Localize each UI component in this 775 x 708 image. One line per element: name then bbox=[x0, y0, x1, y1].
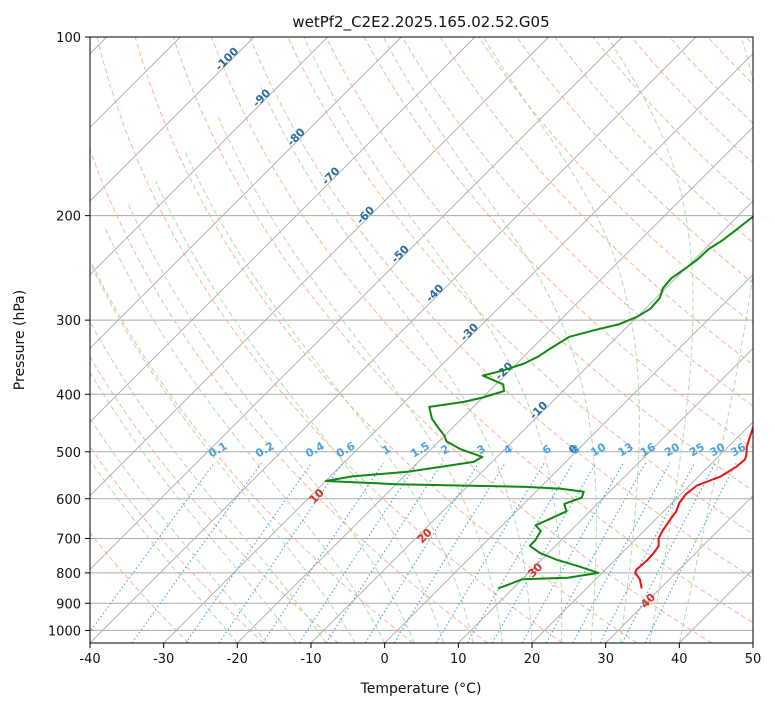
dry-adiabat-line bbox=[90, 531, 190, 643]
plot-frame bbox=[89, 36, 754, 644]
dry-adiabat-line bbox=[439, 37, 753, 366]
mixing-ratio-line bbox=[521, 462, 624, 643]
x-tick-label: 50 bbox=[745, 652, 762, 667]
isotherm-line bbox=[237, 126, 753, 643]
mixing-ratio-line bbox=[325, 462, 443, 643]
moist-adiabat-line bbox=[216, 114, 503, 643]
mixing-ratio-line bbox=[572, 462, 671, 643]
isotherm-line bbox=[90, 37, 402, 349]
y-tick-label: 700 bbox=[56, 533, 81, 548]
plot-area: -100 -90 -80 -70 -60 -50 -40 -30 -20 -10… bbox=[90, 37, 753, 643]
moist-adiabat-line bbox=[90, 261, 356, 643]
moist-adiabat-lines bbox=[90, 37, 753, 643]
mixing-ratio-line bbox=[262, 462, 384, 643]
y-tick-label: 400 bbox=[56, 388, 81, 403]
dry-adiabat-line bbox=[134, 37, 638, 643]
moist-adiabat-line bbox=[104, 227, 386, 643]
y-tick-label: 300 bbox=[56, 314, 81, 329]
x-tick-label: -30 bbox=[153, 652, 174, 667]
dry-adiabat-line bbox=[325, 37, 753, 492]
y-axis: 1000 900 800 700 600 500 400 300 200 100 bbox=[48, 31, 90, 639]
mixing-ratio-line bbox=[131, 462, 262, 643]
isotherm-line bbox=[384, 274, 753, 643]
moist-adiabat-line bbox=[259, 83, 533, 643]
dry-adiabat-line bbox=[90, 445, 264, 643]
dry-adiabat-line bbox=[249, 37, 753, 579]
x-tick-label: -40 bbox=[79, 652, 100, 667]
moist-adiabat-line bbox=[678, 37, 753, 643]
isotherm-line bbox=[531, 421, 753, 643]
isotherm-line bbox=[90, 37, 255, 202]
moist-adiabat-line bbox=[382, 37, 597, 643]
dry-adiabat-lines bbox=[90, 37, 753, 643]
moist-adiabat-line bbox=[607, 37, 694, 643]
moist-adiabat-line bbox=[90, 459, 238, 643]
y-tick-label: 100 bbox=[56, 31, 81, 46]
y-tick-label: 600 bbox=[56, 493, 81, 508]
moist-adiabat-line bbox=[90, 320, 327, 643]
isotherm-line bbox=[90, 37, 328, 276]
y-tick-label: 200 bbox=[56, 210, 81, 225]
isotherm-line bbox=[90, 37, 697, 643]
dry-adiabat-line bbox=[90, 258, 414, 643]
mixing-ratio-line bbox=[621, 462, 716, 643]
mixing-ratio-line bbox=[298, 462, 418, 643]
dry-adiabat-line bbox=[90, 148, 488, 643]
moist-adiabat-line bbox=[155, 180, 445, 643]
x-axis: -40 -30 -20 -10 0 10 20 30 40 50 bbox=[79, 643, 761, 667]
x-tick-label: 30 bbox=[597, 652, 614, 667]
y-tick-label: 800 bbox=[56, 567, 81, 582]
mixing-ratio-line bbox=[90, 462, 215, 633]
mixing-ratio-line bbox=[644, 462, 737, 643]
isotherm-line bbox=[90, 37, 623, 570]
isotherm-line bbox=[458, 347, 753, 643]
moist-adiabat-line bbox=[90, 371, 297, 643]
moist-adiabat-line bbox=[127, 202, 415, 643]
y-tick-label: 900 bbox=[56, 597, 81, 612]
dry-adiabat-line bbox=[516, 37, 753, 284]
x-tick-label: 0 bbox=[381, 652, 389, 667]
chart-title: wetPf2_C2E2.2025.165.02.52.G05 bbox=[292, 13, 549, 32]
x-tick-label: 20 bbox=[524, 652, 541, 667]
dry-adiabat-line bbox=[401, 37, 753, 407]
dry-adiabat-line bbox=[90, 355, 339, 643]
temperature-profile-line bbox=[634, 424, 753, 589]
moist-adiabat-line bbox=[183, 149, 474, 643]
y-tick-label: 1000 bbox=[48, 624, 81, 639]
moist-adiabat-line bbox=[90, 417, 268, 643]
mixing-ratio-line bbox=[364, 462, 480, 643]
moist-adiabat-line bbox=[482, 37, 640, 643]
isotherm-line bbox=[90, 37, 549, 497]
x-tick-label: -20 bbox=[227, 652, 248, 667]
x-tick-label: 40 bbox=[671, 652, 688, 667]
x-axis-label: Temperature (°C) bbox=[360, 681, 482, 697]
x-tick-label: -10 bbox=[300, 652, 321, 667]
isotherm-line bbox=[605, 495, 753, 643]
dry-adiabat-line bbox=[96, 37, 563, 643]
isotherm-line bbox=[90, 37, 476, 423]
y-axis-label: Pressure (hPa) bbox=[12, 290, 28, 390]
isobar-grid bbox=[90, 37, 753, 631]
dry-adiabat-line bbox=[172, 37, 712, 643]
isotherm-line bbox=[163, 53, 753, 643]
isotherm-lines bbox=[90, 37, 753, 643]
x-tick-label: 10 bbox=[450, 652, 467, 667]
dewpoint-profile-line bbox=[324, 215, 753, 590]
y-tick-label: 500 bbox=[56, 446, 81, 461]
mixing-ratio-line bbox=[393, 462, 506, 643]
